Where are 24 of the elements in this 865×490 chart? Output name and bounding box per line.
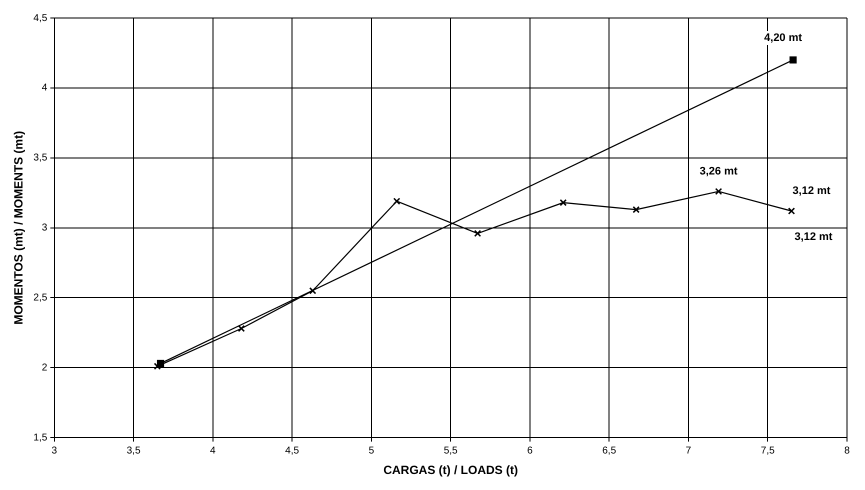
- y-tick-label: 2: [42, 362, 48, 374]
- x-tick-label: 3,5: [126, 445, 141, 456]
- x-tick-label: 4: [210, 445, 216, 456]
- x-tick-label: 5,5: [444, 445, 458, 456]
- x-tick-label: 8: [844, 445, 850, 456]
- y-tick-label: 1,5: [33, 432, 48, 444]
- x-tick-label: 5: [368, 445, 375, 456]
- x-tick-label: 3: [52, 445, 58, 456]
- x-axis-title: CARGAS (t) / LOADS (t): [383, 463, 518, 478]
- y-tick-label: 3,5: [33, 152, 48, 164]
- x-tick-label: 4,5: [285, 445, 300, 456]
- y-axis-title: MOMENTOS (mt) / MOMENTS (mt): [12, 130, 26, 325]
- annotation: 3,12 mt: [794, 231, 833, 244]
- y-tick-label: 4: [42, 82, 48, 94]
- x-tick-label: 7,5: [760, 445, 776, 456]
- annotation: 4,20 mt: [764, 32, 802, 44]
- y-tick-label: 2,5: [33, 292, 48, 304]
- x-tick-label: 6: [527, 445, 534, 456]
- y-tick-label: 3: [42, 222, 48, 234]
- y-tick-label: 4,5: [33, 12, 48, 24]
- annotation: 3,12 mt: [792, 185, 831, 198]
- x-tick-label: 7: [686, 445, 692, 456]
- x-tick-label: 6,5: [602, 445, 617, 456]
- annotation: 3,26 mt: [700, 165, 738, 178]
